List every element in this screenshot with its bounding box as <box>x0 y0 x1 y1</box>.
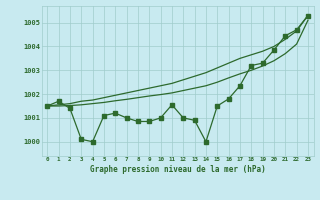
X-axis label: Graphe pression niveau de la mer (hPa): Graphe pression niveau de la mer (hPa) <box>90 165 266 174</box>
